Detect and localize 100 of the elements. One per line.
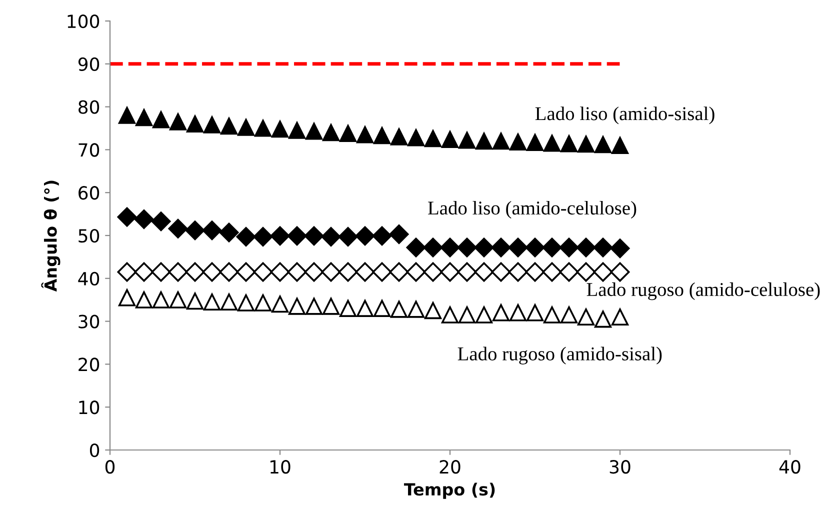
point xyxy=(458,132,476,149)
point xyxy=(475,132,493,150)
point xyxy=(220,118,238,135)
series-label: Lado rugoso (amido-celulose) xyxy=(586,282,820,300)
point xyxy=(610,262,630,282)
point xyxy=(305,122,323,140)
point xyxy=(390,128,408,146)
point xyxy=(576,262,596,282)
point xyxy=(543,306,561,324)
y-tick-label: 100 xyxy=(68,14,100,28)
point xyxy=(169,113,187,130)
point xyxy=(474,262,494,282)
point xyxy=(322,124,340,142)
point xyxy=(440,262,460,282)
point xyxy=(253,262,273,282)
point xyxy=(152,291,170,308)
point xyxy=(287,262,307,282)
point xyxy=(288,122,306,139)
point xyxy=(151,212,171,232)
point xyxy=(169,291,187,308)
point xyxy=(339,124,357,142)
point xyxy=(440,238,460,258)
point xyxy=(389,262,409,282)
point xyxy=(338,227,358,247)
y-tick-label: 80 xyxy=(78,100,100,114)
point xyxy=(338,262,358,282)
series-label: Lado liso (amido-celulose) xyxy=(428,200,636,219)
point xyxy=(168,218,188,238)
point xyxy=(356,126,374,144)
point xyxy=(118,106,136,124)
point xyxy=(475,306,493,324)
point xyxy=(491,238,511,258)
point xyxy=(560,135,578,152)
point xyxy=(287,226,307,246)
point xyxy=(441,130,459,148)
series-label: Lado liso (amido-sisal) xyxy=(535,106,714,124)
point xyxy=(202,220,222,240)
point xyxy=(186,292,204,310)
point xyxy=(423,262,443,282)
point xyxy=(491,262,511,282)
point xyxy=(542,262,562,282)
point xyxy=(322,298,340,315)
point xyxy=(576,238,596,258)
point xyxy=(509,133,527,151)
point xyxy=(492,132,510,150)
point xyxy=(237,294,255,312)
y-tick-label: 90 xyxy=(78,57,100,72)
point xyxy=(321,227,341,247)
point xyxy=(474,238,494,258)
point xyxy=(594,136,612,154)
point xyxy=(236,227,256,247)
point xyxy=(458,306,476,324)
point xyxy=(355,262,375,282)
point xyxy=(526,304,544,322)
point xyxy=(355,226,375,246)
point xyxy=(117,262,137,282)
point xyxy=(492,304,510,322)
point xyxy=(543,134,561,152)
point xyxy=(441,306,459,324)
point xyxy=(186,115,204,133)
point xyxy=(168,262,188,282)
point xyxy=(185,262,205,282)
y-tick-label: 10 xyxy=(79,400,100,414)
point xyxy=(254,294,272,312)
point xyxy=(611,136,629,154)
point xyxy=(202,262,222,282)
point xyxy=(304,262,324,282)
x-axis-title: Tempo (s) xyxy=(404,482,495,499)
point xyxy=(593,238,613,258)
y-tick-label: 0 xyxy=(90,443,100,458)
point xyxy=(219,262,239,282)
point xyxy=(152,111,170,128)
point xyxy=(254,120,272,137)
point xyxy=(134,262,154,282)
point xyxy=(406,238,426,258)
point xyxy=(270,262,290,282)
point xyxy=(321,262,341,282)
point xyxy=(356,300,374,317)
y-tick-label: 40 xyxy=(78,272,100,286)
point xyxy=(611,308,629,326)
point xyxy=(118,289,136,306)
y-tick-label: 60 xyxy=(78,186,100,200)
y-tick-label: 20 xyxy=(78,358,100,372)
y-tick-label: 30 xyxy=(78,314,100,328)
y-tick-label: 50 xyxy=(78,228,100,243)
point xyxy=(288,298,306,315)
point xyxy=(457,262,477,282)
point xyxy=(577,308,595,326)
point xyxy=(508,262,528,282)
point xyxy=(185,220,205,240)
x-tick-label: 30 xyxy=(610,460,630,474)
point xyxy=(373,127,391,144)
point xyxy=(339,300,357,317)
point xyxy=(423,238,443,258)
y-axis-title: Ângulo θ (°) xyxy=(41,180,60,292)
point xyxy=(117,207,137,227)
point xyxy=(372,262,392,282)
x-tick-label: 40 xyxy=(779,460,800,474)
point xyxy=(151,262,171,282)
point xyxy=(203,116,221,134)
